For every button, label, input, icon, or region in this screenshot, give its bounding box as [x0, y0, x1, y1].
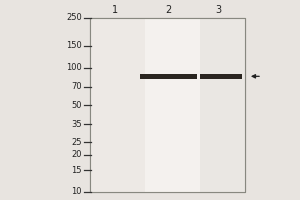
- Bar: [200, 74, 242, 79]
- Bar: [90, 18, 245, 192]
- Text: 1: 1: [112, 5, 118, 15]
- Text: 150: 150: [66, 41, 82, 50]
- Bar: [90, 18, 145, 192]
- Text: 20: 20: [71, 150, 82, 159]
- Text: 2: 2: [165, 5, 171, 15]
- Text: 10: 10: [71, 188, 82, 196]
- Text: 3: 3: [215, 5, 221, 15]
- Text: 15: 15: [71, 166, 82, 175]
- Text: 35: 35: [71, 120, 82, 129]
- Bar: [145, 18, 200, 192]
- Bar: [140, 74, 197, 79]
- Text: 250: 250: [66, 14, 82, 22]
- Bar: [90, 18, 245, 192]
- Text: 100: 100: [66, 63, 82, 72]
- Text: 25: 25: [71, 138, 82, 147]
- Text: 50: 50: [71, 100, 82, 110]
- Bar: [200, 18, 245, 192]
- Text: 70: 70: [71, 82, 82, 91]
